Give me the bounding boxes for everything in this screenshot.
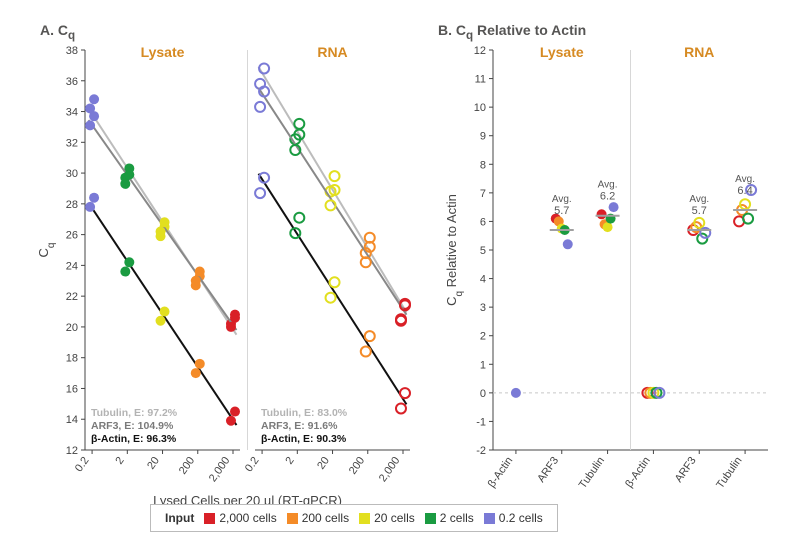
svg-text:β-Actin, E: 96.3%: β-Actin, E: 96.3% [91, 433, 177, 445]
svg-text:-2: -2 [476, 445, 486, 457]
legend-swatch-icon [204, 513, 215, 524]
legend-label: 0.2 cells [499, 511, 543, 525]
input-legend: Input 2,000 cells 200 cells 20 cells 2 cell… [150, 504, 558, 532]
svg-text:16: 16 [66, 383, 78, 395]
svg-text:1: 1 [480, 359, 486, 371]
svg-text:0: 0 [480, 388, 486, 400]
svg-text:Avg.: Avg. [689, 194, 709, 205]
svg-text:Avg.: Avg. [598, 180, 618, 191]
svg-text:Tubulin: Tubulin [714, 455, 744, 491]
legend-label: 20 cells [374, 511, 415, 525]
svg-text:Tubulin: Tubulin [577, 455, 607, 491]
svg-text:20: 20 [315, 455, 332, 472]
svg-text:10: 10 [474, 102, 486, 114]
svg-text:8: 8 [480, 159, 486, 171]
svg-text:2: 2 [113, 455, 126, 467]
svg-text:6: 6 [480, 216, 486, 228]
svg-text:RNA: RNA [684, 44, 714, 60]
legend-item: 0.2 cells [484, 511, 543, 525]
legend-swatch-icon [425, 513, 436, 524]
svg-text:0.2: 0.2 [243, 455, 262, 474]
svg-text:2: 2 [480, 331, 486, 343]
svg-text:34: 34 [66, 107, 78, 119]
legend-item: 20 cells [359, 511, 415, 525]
svg-text:26: 26 [66, 230, 78, 242]
svg-text:5.7: 5.7 [554, 205, 569, 217]
svg-text:28: 28 [66, 199, 78, 211]
svg-text:Avg.: Avg. [735, 174, 755, 185]
panel-a-chart: 12141618202224262830323436380.20.2222020… [30, 30, 430, 510]
svg-text:6.4: 6.4 [737, 185, 752, 197]
svg-text:RNA: RNA [317, 44, 347, 60]
svg-text:Lysate: Lysate [540, 44, 584, 60]
svg-text:14: 14 [66, 414, 78, 426]
svg-text:5.7: 5.7 [692, 205, 707, 217]
svg-text:36: 36 [66, 76, 78, 88]
legend-swatch-icon [287, 513, 298, 524]
svg-text:ARF3, E: 91.6%: ARF3, E: 91.6% [261, 420, 338, 432]
svg-text:32: 32 [66, 137, 78, 149]
svg-text:4: 4 [480, 274, 486, 286]
legend-label: 200 cells [302, 511, 349, 525]
legend-title: Input [165, 511, 194, 525]
svg-text:0.2: 0.2 [73, 455, 92, 474]
legend-label: 2,000 cells [219, 511, 276, 525]
svg-text:5: 5 [480, 245, 486, 257]
svg-text:24: 24 [66, 260, 78, 272]
svg-text:12: 12 [474, 45, 486, 57]
panel-b-chart: -2-10123456789101112Cq Relative to Actin… [438, 30, 788, 510]
figure-root: A. Cq B. Cq Relative to Actin 1214161820… [0, 0, 806, 550]
svg-text:20: 20 [66, 322, 78, 334]
svg-text:ARF3, E: 104.9%: ARF3, E: 104.9% [91, 420, 174, 432]
legend-swatch-icon [484, 513, 495, 524]
legend-item: 2 cells [425, 511, 474, 525]
svg-text:9: 9 [480, 131, 486, 143]
svg-text:β-Actin: β-Actin [623, 455, 653, 490]
svg-text:11: 11 [475, 74, 486, 86]
svg-text:Cq: Cq [36, 243, 57, 258]
svg-text:20: 20 [145, 455, 162, 472]
svg-text:7: 7 [480, 188, 486, 200]
svg-text:-1: -1 [476, 416, 486, 428]
svg-text:38: 38 [66, 45, 78, 57]
svg-text:2,000: 2,000 [207, 455, 233, 484]
svg-text:Cq Relative to Actin: Cq Relative to Actin [444, 194, 465, 306]
svg-text:2,000: 2,000 [377, 455, 403, 484]
legend-item: 200 cells [287, 511, 349, 525]
svg-text:200: 200 [347, 455, 367, 477]
legend-label: 2 cells [440, 511, 474, 525]
svg-text:18: 18 [66, 353, 78, 365]
legend-item: 2,000 cells [204, 511, 276, 525]
svg-text:30: 30 [66, 168, 78, 180]
legend-swatch-icon [359, 513, 370, 524]
svg-text:β-Actin, E: 90.3%: β-Actin, E: 90.3% [261, 433, 347, 445]
svg-text:Tubulin, E: 83.0%: Tubulin, E: 83.0% [261, 407, 348, 419]
svg-text:Avg.: Avg. [552, 194, 572, 205]
svg-text:Tubulin, E: 97.2%: Tubulin, E: 97.2% [91, 407, 178, 419]
svg-text:ARF3: ARF3 [673, 455, 699, 485]
svg-text:β-Actin: β-Actin [486, 455, 516, 490]
svg-text:2: 2 [283, 455, 296, 467]
svg-text:22: 22 [66, 291, 78, 303]
svg-text:Lysate: Lysate [141, 44, 185, 60]
svg-text:ARF3: ARF3 [535, 455, 561, 485]
svg-text:6.2: 6.2 [600, 191, 615, 203]
svg-text:12: 12 [66, 445, 78, 457]
svg-text:200: 200 [177, 455, 197, 477]
svg-text:3: 3 [480, 302, 486, 314]
